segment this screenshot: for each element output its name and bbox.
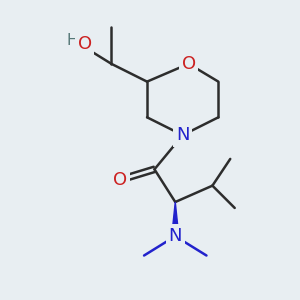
Text: H: H xyxy=(66,33,78,48)
Text: O: O xyxy=(182,55,196,73)
Text: N: N xyxy=(176,126,189,144)
Text: O: O xyxy=(113,171,127,189)
Text: N: N xyxy=(169,227,182,245)
Text: O: O xyxy=(77,35,92,53)
Polygon shape xyxy=(172,202,179,236)
